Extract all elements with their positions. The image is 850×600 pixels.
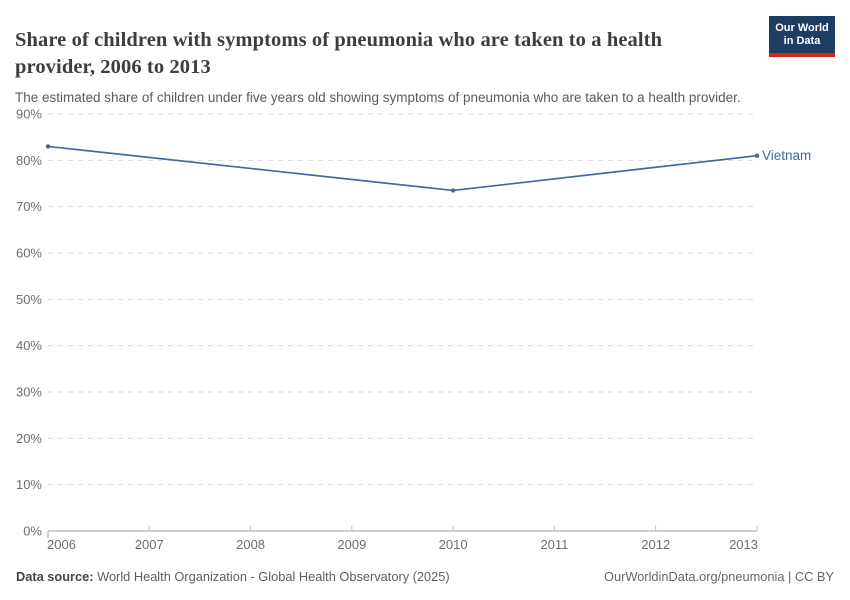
y-tick-label: 80% bbox=[16, 153, 42, 168]
x-tick-label: 2010 bbox=[439, 537, 468, 552]
chart-footer: Data source: World Health Organization -… bbox=[16, 569, 834, 584]
owid-logo[interactable]: Our World in Data bbox=[769, 16, 835, 57]
entity-label[interactable]: Vietnam bbox=[762, 148, 811, 163]
x-tick-label: 2006 bbox=[47, 537, 76, 552]
x-tick-label: 2008 bbox=[236, 537, 265, 552]
x-tick-label: 2012 bbox=[641, 537, 670, 552]
y-tick-label: 70% bbox=[16, 199, 42, 214]
owid-logo-line1: Our World bbox=[775, 21, 829, 34]
y-tick-label: 0% bbox=[23, 524, 42, 539]
data-source-label: Data source: bbox=[16, 569, 94, 584]
x-tick-label: 2013 bbox=[729, 537, 758, 552]
y-tick-label: 60% bbox=[16, 246, 42, 261]
y-tick-label: 50% bbox=[16, 292, 42, 307]
chart-title: Share of children with symptoms of pneum… bbox=[15, 28, 663, 78]
data-point[interactable] bbox=[450, 188, 456, 193]
data-source-value: World Health Organization - Global Healt… bbox=[97, 569, 450, 584]
y-tick-label: 90% bbox=[16, 107, 42, 122]
data-point[interactable] bbox=[754, 153, 760, 158]
y-tick-label: 10% bbox=[16, 477, 42, 492]
owid-logo-box: Our World in Data bbox=[769, 16, 835, 53]
data-line[interactable] bbox=[47, 145, 758, 192]
x-tick-label: 2011 bbox=[540, 537, 568, 552]
license-link[interactable]: OurWorldinData.org/pneumonia | CC BY bbox=[604, 569, 834, 584]
chart-subtitle: The estimated share of children under fi… bbox=[15, 89, 741, 105]
data-point[interactable] bbox=[45, 144, 51, 149]
x-tick-label: 2007 bbox=[135, 537, 164, 552]
y-tick-label: 30% bbox=[16, 385, 42, 400]
y-tick-label: 20% bbox=[16, 431, 42, 446]
y-tick-label: 40% bbox=[16, 338, 42, 353]
owid-logo-accent-bar bbox=[769, 53, 835, 57]
owid-logo-line2: in Data bbox=[783, 34, 821, 47]
x-tick-label: 2009 bbox=[337, 537, 366, 552]
data-source-note: Data source: World Health Organization -… bbox=[16, 569, 450, 584]
